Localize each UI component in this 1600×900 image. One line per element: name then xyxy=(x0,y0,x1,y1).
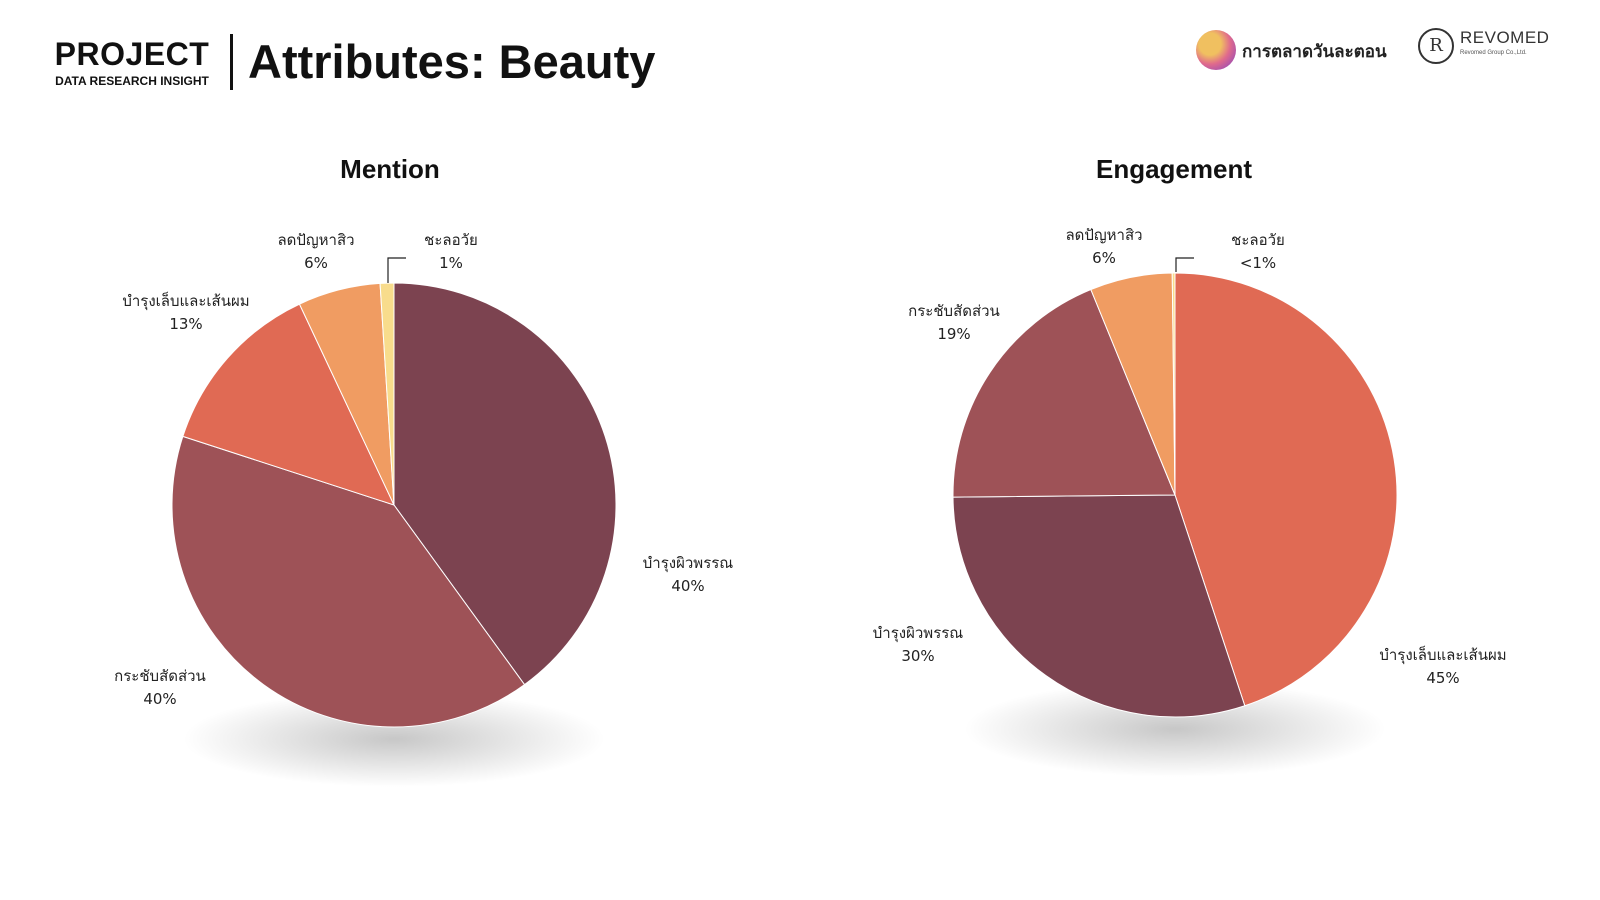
slice-label: บำรุงผิวพรรณ xyxy=(643,554,734,573)
pie-slice[interactable] xyxy=(952,288,1176,498)
pie-shadow xyxy=(183,691,605,787)
pie-slice[interactable] xyxy=(952,494,1246,718)
slice-label: ชะลอวัย xyxy=(1231,231,1285,249)
project-subtitle: DATA RESEARCH INSIGHT xyxy=(55,74,209,88)
page-title: Attributes: Beauty xyxy=(248,35,656,88)
pie-shadow xyxy=(964,681,1386,777)
header: PROJECT DATA RESEARCH INSIGHT Attributes… xyxy=(52,28,1552,100)
mention-pie-chart: บำรุงผิวพรรณ 40% กระชับสัดส่วน 40% บำรุงเล็บ… xyxy=(114,231,733,787)
project-title: PROJECT xyxy=(54,36,210,72)
revomed-logo: R REVOMED Revomed Group Co.,Ltd. xyxy=(1418,26,1558,74)
label-leader-line xyxy=(1175,257,1194,272)
pie-slice[interactable] xyxy=(171,435,526,728)
revomed-logo-icon: R xyxy=(1418,28,1454,64)
slice-label: บำรุงเล็บและเส้นผม xyxy=(1379,645,1506,665)
mention-chart-title: Mention xyxy=(340,154,440,184)
revomed-logo-subtitle: Revomed Group Co.,Ltd. xyxy=(1460,50,1527,56)
marketing-logo-text: การตลาดวันละตอน xyxy=(1242,42,1387,62)
slice-value-label: 40% xyxy=(143,690,176,708)
marketing-logo-icon xyxy=(1196,30,1236,70)
slice-value-label: 6% xyxy=(1092,249,1116,267)
slice-value-label: 6% xyxy=(304,254,328,272)
slice-value-label: 19% xyxy=(937,325,970,343)
pie-slice[interactable] xyxy=(393,282,617,686)
slice-label: ลดปัญหาสิว xyxy=(277,231,354,249)
slice-value-label: 45% xyxy=(1426,669,1459,687)
slice-value-label: <1% xyxy=(1240,254,1276,272)
marketing-logo: การตลาดวันละตอน xyxy=(1196,30,1410,74)
pie-slice[interactable] xyxy=(1174,272,1398,707)
revomed-logo-name: REVOMED xyxy=(1460,28,1550,47)
pie-slice[interactable] xyxy=(1171,272,1176,496)
slice-label: กระชับสัดส่วน xyxy=(114,667,206,685)
slice-value-label: 13% xyxy=(169,315,202,333)
pie-slice[interactable] xyxy=(379,282,395,506)
pie-slice[interactable] xyxy=(182,303,395,506)
slice-label: ชะลอวัย xyxy=(424,231,478,249)
engagement-pie-chart: บำรุงเล็บและเส้นผม 45% บำรุงผิวพรรณ 30% กระช… xyxy=(873,226,1507,777)
header-divider xyxy=(230,34,233,90)
slice-value-label: 40% xyxy=(671,577,704,595)
label-leader-line xyxy=(387,257,406,283)
slice-label: ลดปัญหาสิว xyxy=(1065,226,1142,244)
slice-label: บำรุงผิวพรรณ xyxy=(873,624,964,643)
slice-label: บำรุงเล็บและเส้นผม xyxy=(122,291,249,311)
engagement-chart-title: Engagement xyxy=(1095,154,1253,184)
slice-value-label: 1% xyxy=(439,254,463,272)
slice-label: กระชับสัดส่วน xyxy=(908,302,1000,320)
slice-value-label: 30% xyxy=(901,647,934,665)
